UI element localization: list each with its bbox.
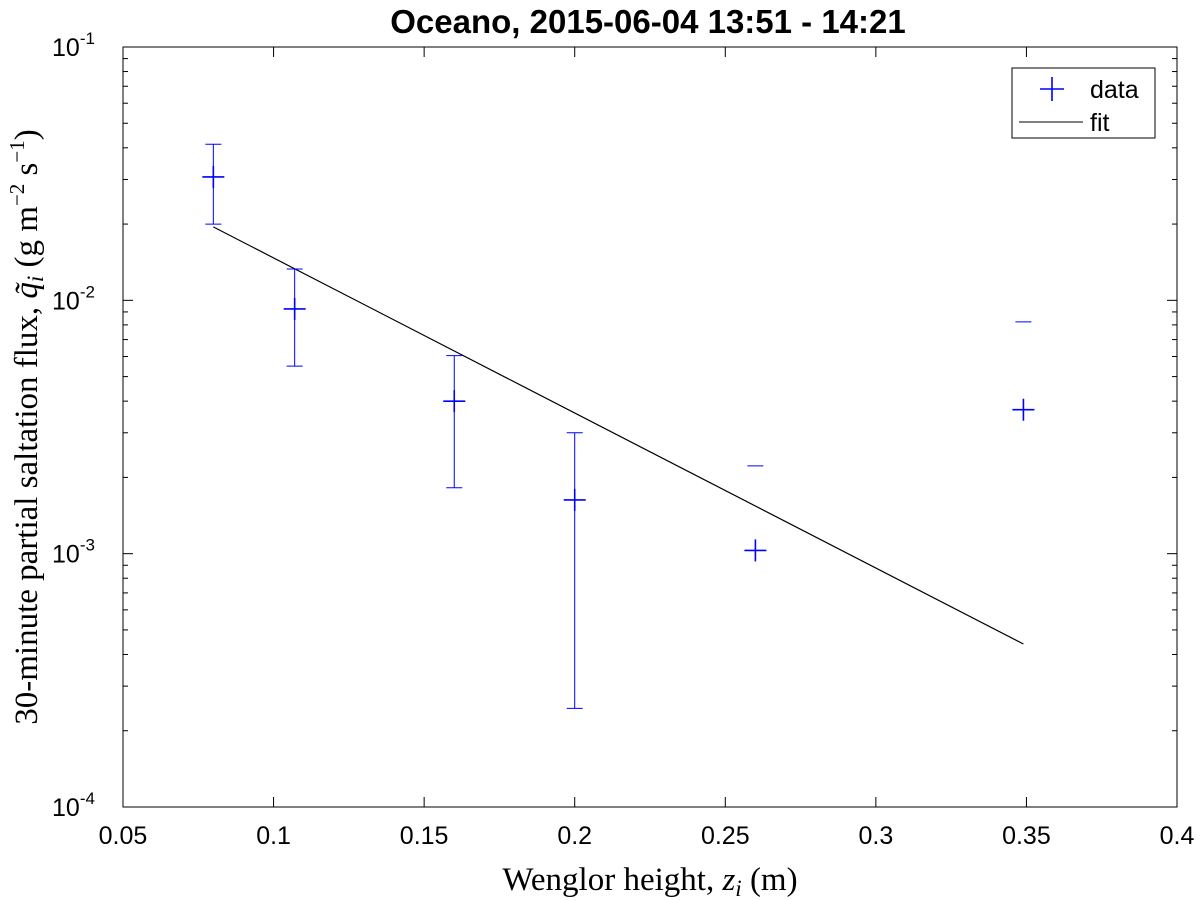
legend: data fit <box>1011 67 1156 139</box>
fit-line <box>213 226 1024 645</box>
data-point <box>443 355 466 489</box>
data-point <box>563 432 586 709</box>
chart-title: Oceano, 2015-06-04 13:51 - 14:21 <box>390 3 905 40</box>
x-tick-label: 0.3 <box>858 822 893 850</box>
y-tick-label: 10-4 <box>52 789 95 822</box>
x-tick-label: 0.1 <box>256 822 291 850</box>
y-tick-label: 10-1 <box>52 29 95 62</box>
x-axis: 0.05 0.1 0.15 0.2 0.25 0.3 0.35 0.4 <box>99 47 1195 850</box>
legend-fit-label: fit <box>1090 109 1110 137</box>
x-tick-label: 0.15 <box>400 822 449 850</box>
data-point <box>1012 321 1035 421</box>
x-tick-label: 0.4 <box>1160 822 1195 850</box>
x-tick-label: 0.2 <box>557 822 592 850</box>
y-axis-label: 30-minute partial saltation flux, q̃i (g… <box>5 129 48 725</box>
x-tick-label: 0.25 <box>701 822 750 850</box>
fit-series <box>213 226 1024 645</box>
plot-area <box>122 46 1178 808</box>
x-axis-label: Wenglor height, zi (m) <box>502 862 797 900</box>
x-tick-label: 0.35 <box>1002 822 1051 850</box>
legend-data-label: data <box>1090 76 1139 104</box>
x-tick-label: 0.05 <box>99 822 148 850</box>
y-tick-label: 10-3 <box>52 536 95 569</box>
data-point <box>744 465 767 562</box>
y-axis: 10-4 10-3 10-2 10-1 <box>52 29 1177 822</box>
legend-box <box>1011 67 1156 139</box>
data-series <box>202 143 1035 709</box>
data-point <box>202 143 225 225</box>
y-tick-label: 10-2 <box>52 282 95 315</box>
data-point <box>283 268 306 367</box>
